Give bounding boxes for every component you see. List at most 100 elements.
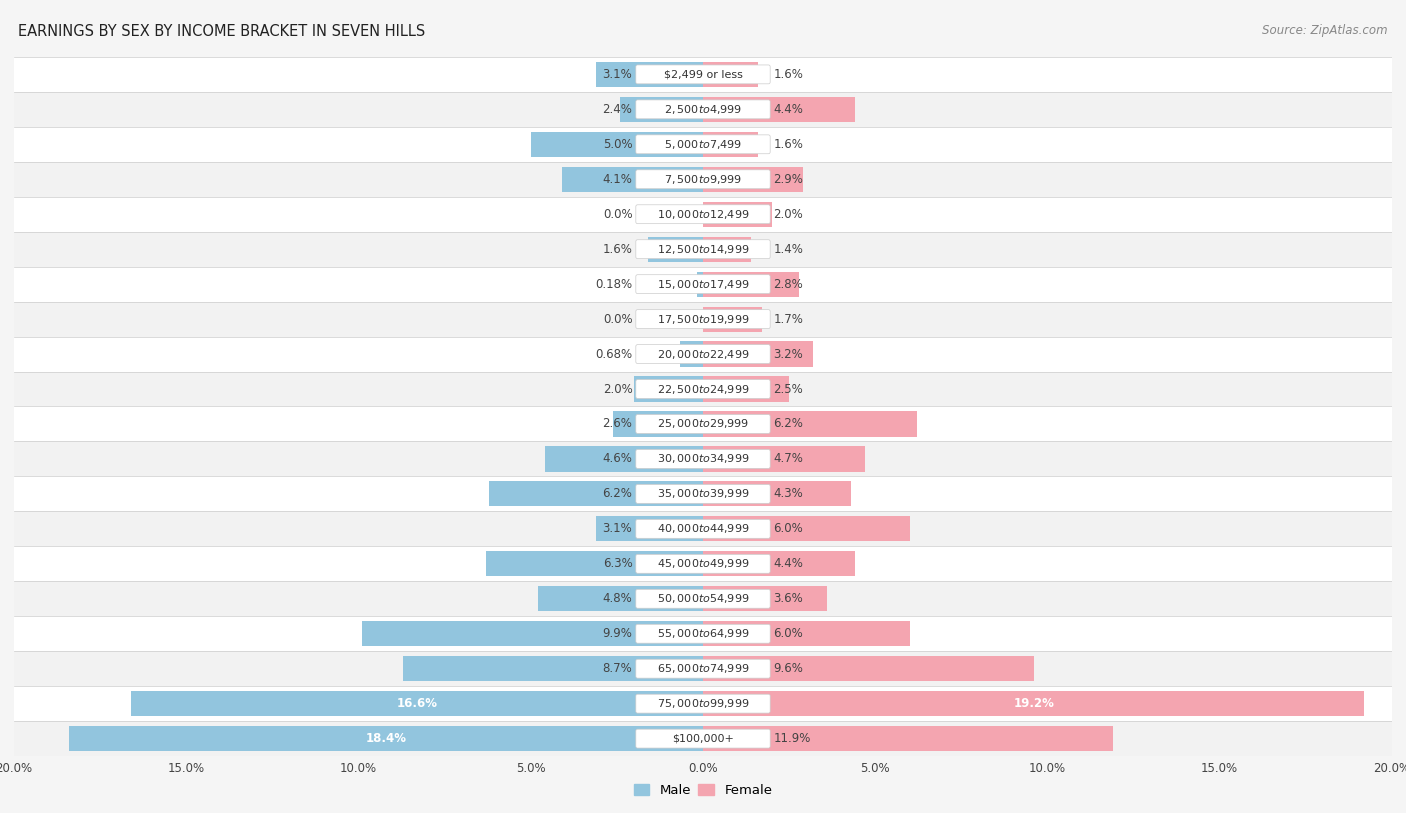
- Text: 4.1%: 4.1%: [603, 173, 633, 185]
- Bar: [634, 376, 703, 402]
- FancyBboxPatch shape: [636, 310, 770, 328]
- Text: $65,000 to $74,999: $65,000 to $74,999: [657, 663, 749, 675]
- Text: $40,000 to $44,999: $40,000 to $44,999: [657, 523, 749, 535]
- Bar: [596, 516, 703, 541]
- FancyBboxPatch shape: [636, 205, 770, 224]
- Bar: [703, 62, 758, 87]
- Bar: [14, 267, 1392, 302]
- Bar: [14, 511, 1392, 546]
- Bar: [14, 721, 1392, 756]
- Text: 3.6%: 3.6%: [773, 593, 803, 605]
- Text: 0.0%: 0.0%: [603, 208, 633, 220]
- Bar: [69, 726, 703, 751]
- FancyBboxPatch shape: [636, 554, 770, 573]
- Bar: [14, 441, 1392, 476]
- Bar: [14, 372, 1392, 406]
- Bar: [703, 516, 910, 541]
- FancyBboxPatch shape: [636, 624, 770, 643]
- Text: 6.0%: 6.0%: [773, 628, 803, 640]
- Text: 0.0%: 0.0%: [603, 313, 633, 325]
- Text: 4.6%: 4.6%: [603, 453, 633, 465]
- Text: 4.8%: 4.8%: [603, 593, 633, 605]
- Text: 3.1%: 3.1%: [603, 68, 633, 80]
- Text: 1.6%: 1.6%: [773, 68, 803, 80]
- Text: 1.6%: 1.6%: [603, 243, 633, 255]
- FancyBboxPatch shape: [636, 520, 770, 538]
- Bar: [703, 307, 762, 332]
- Bar: [14, 581, 1392, 616]
- Bar: [703, 691, 1364, 716]
- FancyBboxPatch shape: [636, 135, 770, 154]
- Bar: [544, 446, 703, 472]
- Bar: [486, 551, 703, 576]
- Bar: [14, 57, 1392, 92]
- Bar: [14, 337, 1392, 372]
- Text: 2.8%: 2.8%: [773, 278, 803, 290]
- Text: $5,000 to $7,499: $5,000 to $7,499: [664, 138, 742, 150]
- Bar: [697, 272, 703, 297]
- Bar: [703, 726, 1114, 751]
- Bar: [562, 167, 703, 192]
- Bar: [531, 132, 703, 157]
- Text: 4.4%: 4.4%: [773, 103, 803, 115]
- Text: $50,000 to $54,999: $50,000 to $54,999: [657, 593, 749, 605]
- Bar: [703, 97, 855, 122]
- Text: $22,500 to $24,999: $22,500 to $24,999: [657, 383, 749, 395]
- FancyBboxPatch shape: [636, 275, 770, 293]
- Text: 16.6%: 16.6%: [396, 698, 437, 710]
- Bar: [14, 127, 1392, 162]
- Text: 0.68%: 0.68%: [595, 348, 633, 360]
- Text: 1.7%: 1.7%: [773, 313, 803, 325]
- Text: $15,000 to $17,499: $15,000 to $17,499: [657, 278, 749, 290]
- Bar: [14, 232, 1392, 267]
- FancyBboxPatch shape: [636, 415, 770, 433]
- Bar: [14, 197, 1392, 232]
- Text: 2.5%: 2.5%: [773, 383, 803, 395]
- Bar: [703, 132, 758, 157]
- FancyBboxPatch shape: [636, 485, 770, 503]
- Bar: [679, 341, 703, 367]
- Text: $45,000 to $49,999: $45,000 to $49,999: [657, 558, 749, 570]
- Text: 0.18%: 0.18%: [595, 278, 633, 290]
- FancyBboxPatch shape: [636, 659, 770, 678]
- Text: 9.9%: 9.9%: [603, 628, 633, 640]
- Text: 5.0%: 5.0%: [603, 138, 633, 150]
- Text: 4.4%: 4.4%: [773, 558, 803, 570]
- Text: $20,000 to $22,499: $20,000 to $22,499: [657, 348, 749, 360]
- Text: 4.3%: 4.3%: [773, 488, 803, 500]
- Text: $25,000 to $29,999: $25,000 to $29,999: [657, 418, 749, 430]
- Text: $12,500 to $14,999: $12,500 to $14,999: [657, 243, 749, 255]
- Text: 11.9%: 11.9%: [773, 733, 811, 745]
- Bar: [703, 411, 917, 437]
- Bar: [14, 92, 1392, 127]
- Bar: [14, 616, 1392, 651]
- Text: $30,000 to $34,999: $30,000 to $34,999: [657, 453, 749, 465]
- FancyBboxPatch shape: [636, 170, 770, 189]
- Text: EARNINGS BY SEX BY INCOME BRACKET IN SEVEN HILLS: EARNINGS BY SEX BY INCOME BRACKET IN SEV…: [18, 24, 426, 39]
- Bar: [14, 476, 1392, 511]
- Bar: [703, 376, 789, 402]
- Bar: [14, 546, 1392, 581]
- Bar: [131, 691, 703, 716]
- Bar: [620, 97, 703, 122]
- Bar: [703, 621, 910, 646]
- FancyBboxPatch shape: [636, 345, 770, 363]
- Text: 3.2%: 3.2%: [773, 348, 803, 360]
- Bar: [703, 656, 1033, 681]
- FancyBboxPatch shape: [636, 729, 770, 748]
- Bar: [537, 586, 703, 611]
- Bar: [14, 651, 1392, 686]
- Text: 18.4%: 18.4%: [366, 733, 406, 745]
- FancyBboxPatch shape: [636, 450, 770, 468]
- Bar: [596, 62, 703, 87]
- Text: 1.6%: 1.6%: [773, 138, 803, 150]
- Bar: [14, 406, 1392, 441]
- Text: $2,499 or less: $2,499 or less: [664, 69, 742, 80]
- Text: $10,000 to $12,499: $10,000 to $12,499: [657, 208, 749, 220]
- Text: 8.7%: 8.7%: [603, 663, 633, 675]
- Bar: [648, 237, 703, 262]
- Bar: [703, 167, 803, 192]
- Text: 2.9%: 2.9%: [773, 173, 803, 185]
- Text: 1.4%: 1.4%: [773, 243, 803, 255]
- Text: $75,000 to $99,999: $75,000 to $99,999: [657, 698, 749, 710]
